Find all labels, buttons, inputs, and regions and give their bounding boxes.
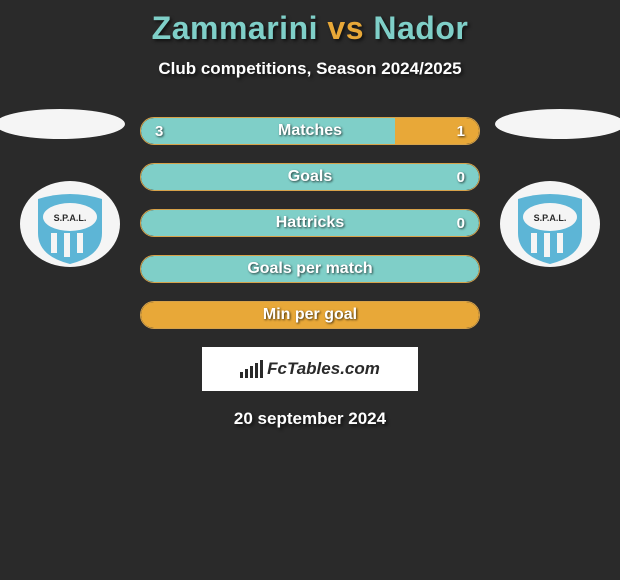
- stat-bar-row: Hattricks0: [140, 209, 480, 237]
- content-area: S.P.A.L. S.P.A.L. Matches31Goals0Hattric…: [0, 117, 620, 429]
- bar-value-left: 3: [155, 118, 163, 144]
- stat-bar-row: Goals0: [140, 163, 480, 191]
- vs-text: vs: [327, 10, 364, 46]
- stat-bar-row: Min per goal: [140, 301, 480, 329]
- player2-name: Nador: [373, 10, 468, 46]
- fctables-attribution: FcTables.com: [202, 347, 418, 391]
- comparison-title: Zammarini vs Nador: [0, 0, 620, 47]
- club-badge-left: S.P.A.L.: [20, 181, 120, 267]
- bar-value-right: 0: [457, 210, 465, 236]
- fctables-text: FcTables.com: [267, 359, 380, 379]
- bar-value-right: 0: [457, 164, 465, 190]
- stat-bars: Matches31Goals0Hattricks0Goals per match…: [140, 117, 480, 329]
- bar-value-right: 1: [457, 118, 465, 144]
- club-badge-right: S.P.A.L.: [500, 181, 600, 267]
- fctables-logo: FcTables.com: [240, 359, 380, 379]
- bar-label: Goals: [141, 164, 479, 190]
- subtitle: Club competitions, Season 2024/2025: [0, 59, 620, 79]
- snapshot-date: 20 september 2024: [0, 409, 620, 429]
- bar-label: Min per goal: [141, 302, 479, 328]
- ellipse-left: [0, 109, 125, 139]
- fctables-bars-icon: [240, 360, 263, 378]
- svg-text:S.P.A.L.: S.P.A.L.: [534, 213, 567, 223]
- stat-bar-row: Matches3 1: [140, 117, 480, 145]
- svg-text:S.P.A.L.: S.P.A.L.: [54, 213, 87, 223]
- bar-label: Matches: [141, 118, 479, 144]
- player1-name: Zammarini: [152, 10, 318, 46]
- ellipse-right: [495, 109, 620, 139]
- bar-label: Hattricks: [141, 210, 479, 236]
- stat-bar-row: Goals per match: [140, 255, 480, 283]
- bar-label: Goals per match: [141, 256, 479, 282]
